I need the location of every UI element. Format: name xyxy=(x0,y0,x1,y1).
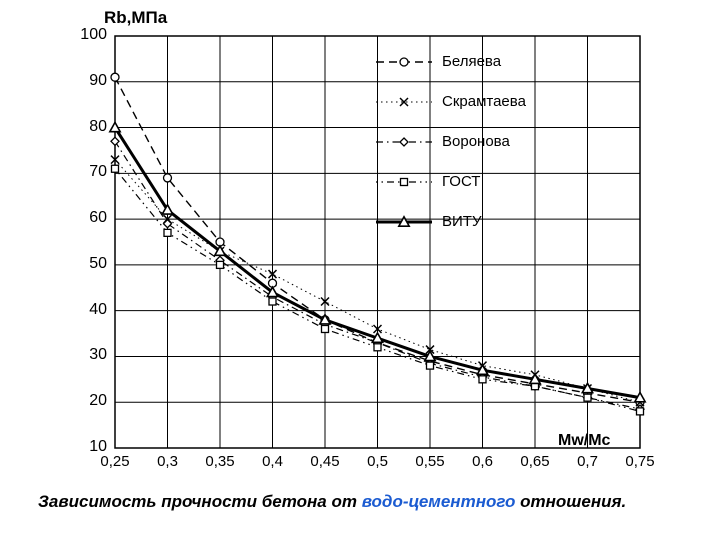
legend-entry: ВИТУ xyxy=(442,214,481,230)
y-tick-label: 60 xyxy=(71,209,107,227)
y-tick-label: 40 xyxy=(71,301,107,319)
legend-entry: Воронова xyxy=(442,134,510,150)
x-tick-label: 0,3 xyxy=(145,454,191,470)
y-axis-title: Rb,МПа xyxy=(104,8,167,28)
x-tick-label: 0,45 xyxy=(302,454,348,470)
x-tick-label: 0,65 xyxy=(512,454,558,470)
x-tick-label: 0,5 xyxy=(355,454,401,470)
y-tick-label: 100 xyxy=(71,26,107,44)
x-tick-label: 0,6 xyxy=(460,454,506,470)
y-tick-label: 80 xyxy=(71,118,107,136)
x-tick-label: 0,7 xyxy=(565,454,611,470)
y-tick-label: 70 xyxy=(71,163,107,181)
legend-entry: Беляева xyxy=(442,54,501,70)
caption-part-1: Зависимость прочности бетона от xyxy=(38,492,362,511)
caption-highlight-link[interactable]: водо-цементного xyxy=(362,492,516,511)
y-tick-label: 20 xyxy=(71,392,107,410)
x-tick-label: 0,55 xyxy=(407,454,453,470)
legend-entry: ГОСТ xyxy=(442,174,480,190)
chart-caption: Зависимость прочности бетона от водо-цем… xyxy=(38,492,678,512)
y-tick-label: 30 xyxy=(71,346,107,364)
x-tick-label: 0,75 xyxy=(617,454,663,470)
legend-entry: Скрамтаева xyxy=(442,94,526,110)
x-axis-title: Mw/Mc xyxy=(558,432,610,450)
x-tick-label: 0,35 xyxy=(197,454,243,470)
y-tick-label: 90 xyxy=(71,72,107,90)
x-tick-label: 0,4 xyxy=(250,454,296,470)
x-tick-label: 0,25 xyxy=(92,454,138,470)
caption-part-2: отношения. xyxy=(520,492,626,511)
y-tick-label: 50 xyxy=(71,255,107,273)
